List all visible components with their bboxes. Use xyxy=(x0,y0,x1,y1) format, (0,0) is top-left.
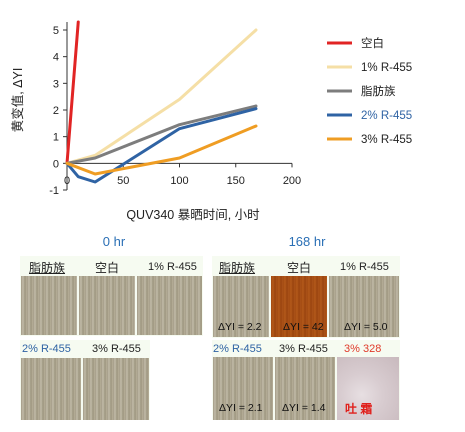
legend-label: 脂肪族 xyxy=(361,84,396,98)
legend-label: 3% R-455 xyxy=(361,134,412,146)
legend-label: 2% R-455 xyxy=(361,110,412,122)
label-3pct-0hr: 3% R-455 xyxy=(92,343,141,355)
series-line-4 xyxy=(65,107,258,184)
label-1pct-168hr: 1% R-455 xyxy=(340,261,389,273)
y-tick-label: 1 xyxy=(53,132,59,144)
label-aliphatic-168hr: 脂肪族 xyxy=(219,261,256,275)
series-line-3 xyxy=(65,104,258,165)
series-line-1 xyxy=(65,20,80,165)
x-tick-label: 50 xyxy=(117,175,129,187)
legend-label: 空白 xyxy=(361,36,384,50)
label-blank-168hr: 空白 xyxy=(287,261,312,275)
value-3pct-168hr: ΔYI = 1.4 xyxy=(282,402,326,414)
x-tick-label: 0 xyxy=(64,175,70,187)
swatch-2pct-168hr xyxy=(213,357,273,420)
label-2pct-168hr: 2% R-455 xyxy=(213,343,262,355)
x-axis-label: QUV340 暴晒时间, 小时 xyxy=(126,208,260,222)
swatch-aliphatic-168hr xyxy=(213,276,269,337)
swatch-3pct-168hr xyxy=(275,357,335,420)
swatch-3pct-0hr xyxy=(83,358,149,420)
y-tick-label: -1 xyxy=(49,185,59,197)
value-2pct-168hr: ΔYI = 2.1 xyxy=(219,402,263,414)
y-tick-label: 3 xyxy=(53,78,59,90)
swatch-2pct-0hr xyxy=(21,358,81,420)
label-3pct-328-168hr: 3% 328 xyxy=(344,343,382,355)
swatch-blank-168hr xyxy=(271,276,327,337)
x-tick-label: 100 xyxy=(170,175,188,187)
label-1pct-0hr: 1% R-455 xyxy=(148,261,197,273)
swatch-1pct-168hr xyxy=(329,276,399,337)
line-chart: 0 50 100 150 200 -1 0 1 2 3 4 5 空白 1% R-455 脂肪族 2% R-4… xyxy=(10,20,412,222)
right-photo-header: 168 hr xyxy=(288,234,326,249)
y-tick-label: 2 xyxy=(53,105,59,117)
label-aliphatic-0hr: 脂肪族 xyxy=(29,261,66,275)
y-tick-label: 5 xyxy=(53,25,59,37)
swatch-3pct-328-168hr xyxy=(337,357,399,420)
swatch-1pct-0hr xyxy=(137,276,202,335)
swatch-aliphatic-0hr xyxy=(21,276,77,335)
value-aliphatic-168hr: ΔYI = 2.2 xyxy=(218,321,262,333)
label-3pct-168hr: 3% R-455 xyxy=(279,343,328,355)
value-3pct-328-168hr: 吐 霜 xyxy=(345,402,373,416)
label-blank-0hr: 空白 xyxy=(95,261,120,275)
x-tick-label: 150 xyxy=(227,175,245,187)
series-line-5 xyxy=(65,124,258,176)
y-axis-label: 黄变值, ΔYI xyxy=(10,68,25,133)
value-blank-168hr: ΔYI = 42 xyxy=(283,321,324,333)
legend-label: 1% R-455 xyxy=(361,62,412,74)
y-tick-label: 4 xyxy=(53,52,59,64)
label-2pct-0hr: 2% R-455 xyxy=(22,343,71,355)
value-1pct-168hr: ΔYI = 5.0 xyxy=(344,321,388,333)
left-photo-header: 0 hr xyxy=(102,234,126,249)
x-tick-label: 200 xyxy=(283,175,301,187)
y-tick-label: 0 xyxy=(53,158,59,170)
swatch-blank-0hr xyxy=(79,276,135,335)
series-line-2 xyxy=(65,28,258,165)
